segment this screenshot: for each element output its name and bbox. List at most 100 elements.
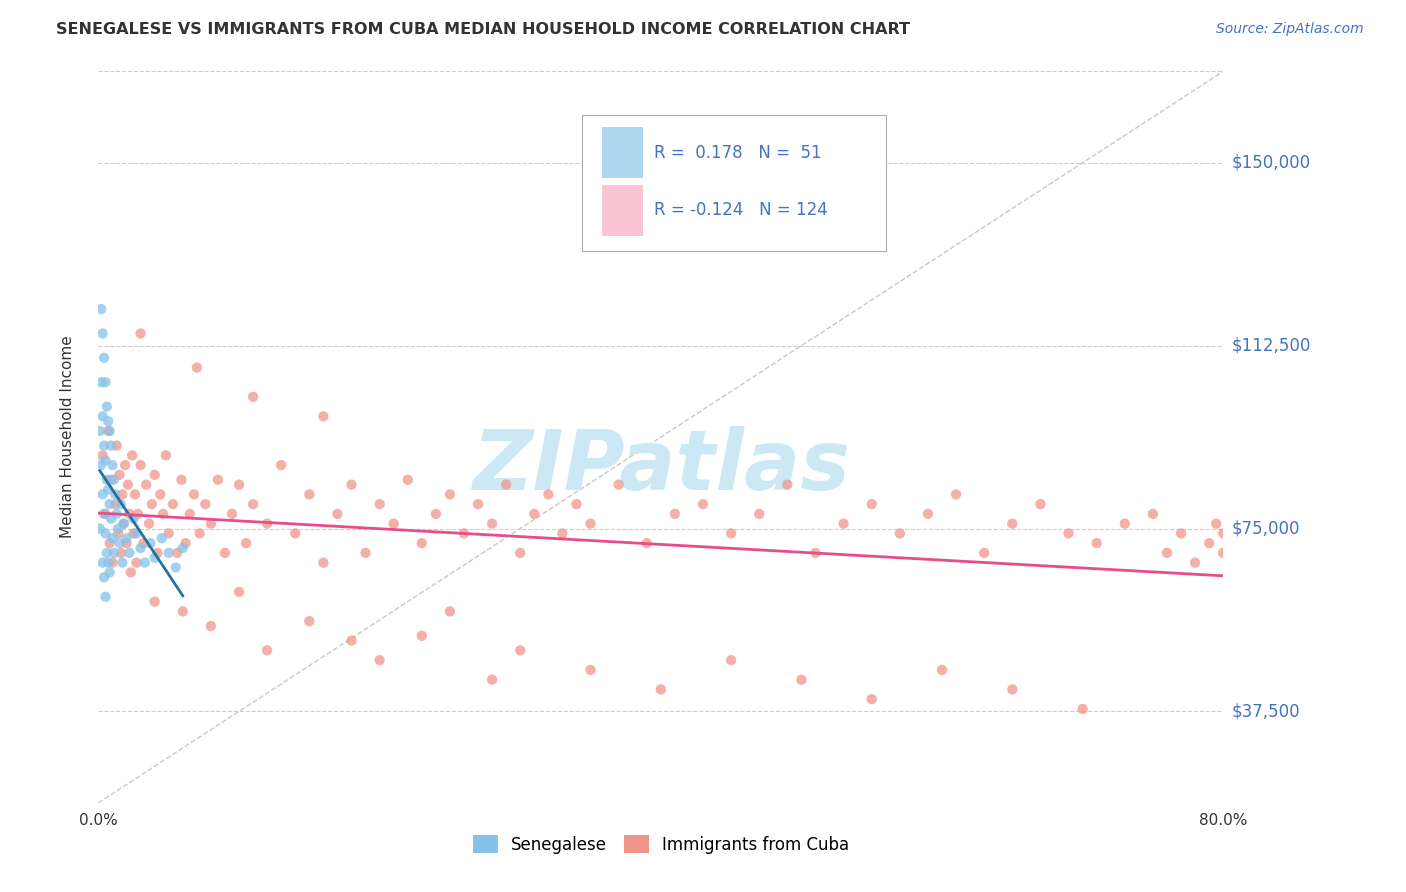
Text: $37,500: $37,500 [1232,702,1301,721]
Point [115,531,138,545]
Point [368,653,391,667]
Point [411,629,433,643]
Point [1205,516,1227,531]
Point [509,643,531,657]
Point [135,477,157,491]
Point [89,521,111,535]
Point [91,448,114,462]
Point [115,536,138,550]
Point [97,556,120,570]
Point [172,604,194,618]
Point [98,497,121,511]
Text: $112,500: $112,500 [1232,336,1310,355]
Point [143,467,166,482]
Point [111,556,134,570]
Point [100,439,122,453]
Point [1212,526,1234,541]
Text: $150,000: $150,000 [1232,153,1310,172]
Point [110,497,132,511]
Point [368,497,391,511]
Point [97,483,120,497]
Point [382,516,405,531]
Point [256,643,278,657]
Point [1001,682,1024,697]
Point [495,477,517,491]
Point [94,590,117,604]
Point [1085,536,1108,550]
Point [832,516,855,531]
Point [551,526,574,541]
Point [790,673,813,687]
Point [121,448,143,462]
Point [1001,516,1024,531]
Point [179,507,201,521]
Point [110,546,132,560]
Point [636,536,658,550]
Point [157,526,180,541]
Point [509,546,531,560]
Point [720,653,742,667]
Point [103,546,125,560]
Point [118,507,141,521]
Point [108,467,131,482]
Point [94,526,117,541]
Point [101,531,124,545]
Text: R =  0.178   N =  51: R = 0.178 N = 51 [654,144,821,161]
Point [931,663,953,677]
Point [104,487,127,501]
Point [174,536,197,550]
Point [207,473,229,487]
Point [107,521,129,535]
Point [425,507,447,521]
Point [804,546,827,560]
Point [105,507,128,521]
Point [93,351,115,365]
Point [150,531,173,545]
Text: ZIPatlas: ZIPatlas [472,425,849,507]
Point [396,473,419,487]
Point [214,546,236,560]
Point [96,473,118,487]
Point [112,516,135,531]
Point [312,409,335,424]
Point [1029,497,1052,511]
Point [101,556,124,570]
Point [1114,516,1136,531]
Point [93,507,115,521]
Point [94,507,117,521]
Point [439,604,461,618]
Point [1057,526,1080,541]
Point [270,458,292,472]
Point [221,507,243,521]
Point [103,473,125,487]
Point [973,546,995,560]
Point [917,507,939,521]
Point [172,541,194,555]
FancyBboxPatch shape [602,186,643,235]
Point [411,536,433,550]
FancyBboxPatch shape [602,128,643,178]
Point [165,560,187,574]
Point [1184,556,1206,570]
Point [166,546,188,560]
Point [235,536,257,550]
Point [143,594,166,608]
Legend: Senegalese, Immigrants from Cuba: Senegalese, Immigrants from Cuba [465,829,856,860]
Point [152,507,174,521]
Point [200,516,222,531]
Point [340,633,363,648]
Point [111,487,134,501]
Text: $75,000: $75,000 [1232,519,1301,538]
Point [579,663,602,677]
Point [91,556,114,570]
Point [96,400,118,414]
Point [284,526,307,541]
Point [100,473,122,487]
Point [242,497,264,511]
Point [860,497,883,511]
Point [692,497,714,511]
Point [186,360,208,375]
Point [537,487,560,501]
Point [100,512,122,526]
Point [183,487,205,501]
